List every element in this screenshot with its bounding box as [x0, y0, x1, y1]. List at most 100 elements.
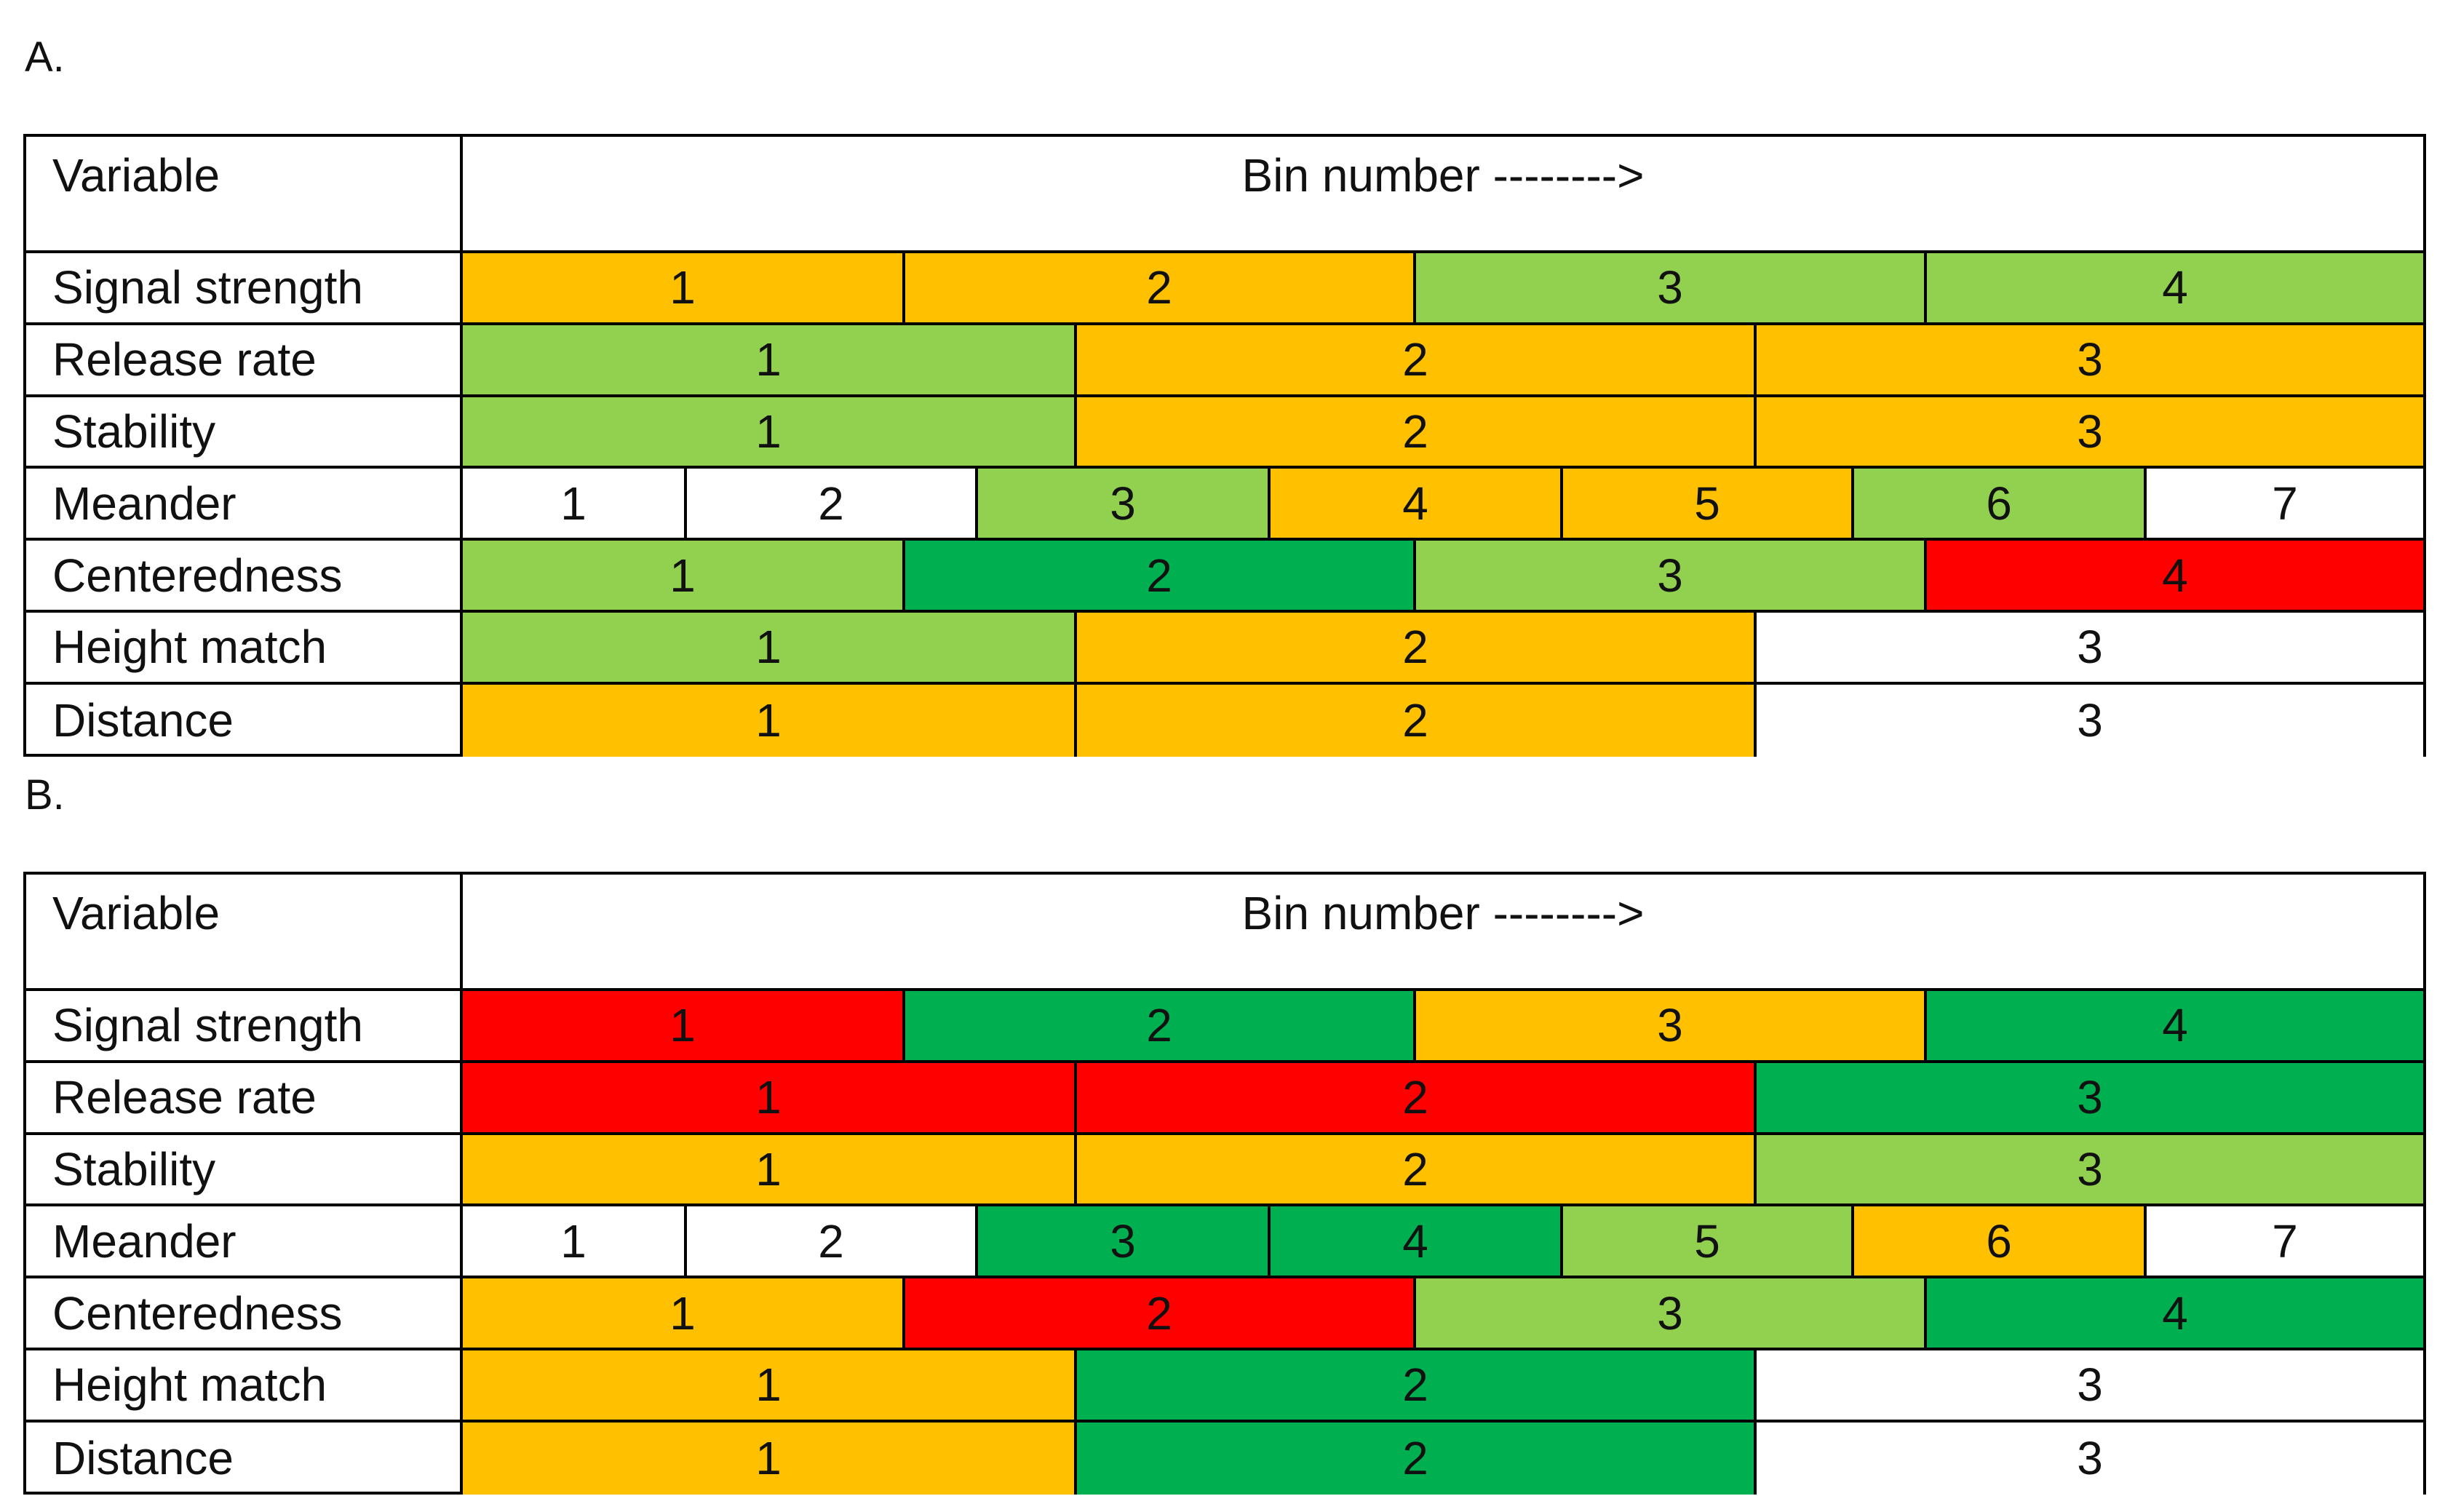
bin-cell: 3 [1754, 1350, 2423, 1420]
bin-cell: 4 [1268, 1206, 1560, 1276]
bin-cell: 2 [902, 1278, 1413, 1348]
bin-cell: 3 [1754, 1134, 2423, 1204]
row-height-match: Height match 1 2 3 [26, 1350, 2423, 1423]
bin-cell: 3 [975, 469, 1268, 538]
bin-cell: 2 [902, 541, 1413, 610]
bin-cell: 2 [1074, 1350, 1754, 1420]
bin-cell: 1 [463, 1206, 684, 1276]
bin-cell: 4 [1924, 991, 2423, 1060]
row-signal-strength: Signal strength 1 2 3 4 [26, 991, 2423, 1063]
bin-cell: 2 [1074, 613, 1754, 682]
variable-label: Centeredness [26, 541, 463, 610]
bin-cell: 2 [902, 253, 1413, 322]
variable-label: Meander [26, 469, 463, 538]
row-height-match: Height match 1 2 3 [26, 613, 2423, 685]
bin-cell: 2 [902, 991, 1413, 1060]
bin-cell: 1 [463, 1062, 1074, 1132]
row-stability: Stability 1 2 3 [26, 397, 2423, 469]
bin-number-header: Bin number --------> [1241, 149, 1645, 202]
bin-cell: 1 [463, 1350, 1074, 1420]
bin-cell: 1 [463, 541, 902, 610]
variable-label: Height match [26, 1350, 463, 1420]
row-meander: Meander 1 2 3 4 5 6 7 [26, 469, 2423, 541]
variable-label: Distance [26, 1422, 463, 1495]
panel-a-table: Variable Bin number --------> Signal str… [23, 134, 2426, 757]
panel-b-label: B. [25, 771, 65, 819]
variable-header: Variable [26, 875, 463, 988]
variable-label: Signal strength [26, 253, 463, 322]
bin-cell: 3 [1754, 1422, 2423, 1495]
variable-label: Stability [26, 397, 463, 466]
bin-cell: 1 [463, 613, 1074, 682]
variable-label: Release rate [26, 325, 463, 394]
variable-label: Distance [26, 684, 463, 757]
row-release-rate: Release rate 1 2 3 [26, 1062, 2423, 1135]
bin-cell: 7 [2144, 469, 2423, 538]
bin-cell: 6 [1851, 1206, 2144, 1276]
row-distance: Distance 1 2 3 [26, 684, 2423, 757]
bin-cell: 3 [1754, 397, 2423, 466]
bin-cell: 3 [1413, 253, 1924, 322]
row-release-rate: Release rate 1 2 3 [26, 325, 2423, 397]
panel-a-label: A. [25, 33, 65, 81]
bin-cell: 1 [463, 684, 1074, 757]
bin-cell: 3 [1413, 541, 1924, 610]
row-stability: Stability 1 2 3 [26, 1134, 2423, 1207]
bin-cell: 3 [1413, 1278, 1924, 1348]
bin-cell: 5 [1560, 469, 1851, 538]
bin-cell: 2 [1074, 1134, 1754, 1204]
bin-cell: 1 [463, 253, 902, 322]
bin-cell: 3 [1754, 684, 2423, 757]
variable-label: Meander [26, 1206, 463, 1276]
bin-cell: 6 [1851, 469, 2144, 538]
bin-cell: 1 [463, 469, 684, 538]
bin-number-header: Bin number --------> [1241, 887, 1645, 939]
variable-header: Variable [26, 137, 463, 250]
variable-label: Centeredness [26, 1278, 463, 1348]
bin-cell: 2 [1074, 1062, 1754, 1132]
bin-cell: 1 [463, 397, 1074, 466]
variable-label: Release rate [26, 1062, 463, 1132]
bin-cell: 2 [1074, 1422, 1754, 1495]
bin-cell: 5 [1560, 1206, 1851, 1276]
bin-cell: 4 [1924, 253, 2423, 322]
variable-label: Stability [26, 1134, 463, 1204]
row-distance: Distance 1 2 3 [26, 1422, 2423, 1495]
bin-cell: 3 [1413, 991, 1924, 1060]
row-centeredness: Centeredness 1 2 3 4 [26, 1278, 2423, 1350]
bin-cell: 1 [463, 325, 1074, 394]
bin-cell: 2 [684, 1206, 975, 1276]
variable-label: Signal strength [26, 991, 463, 1060]
bin-cell: 1 [463, 991, 902, 1060]
bin-cell: 2 [1074, 397, 1754, 466]
row-signal-strength: Signal strength 1 2 3 4 [26, 253, 2423, 325]
variable-label: Height match [26, 613, 463, 682]
row-centeredness: Centeredness 1 2 3 4 [26, 541, 2423, 613]
bin-cell: 1 [463, 1278, 902, 1348]
bin-cell: 4 [1924, 541, 2423, 610]
panel-b-table: Variable Bin number --------> Signal str… [23, 872, 2426, 1495]
bin-cell: 3 [1754, 613, 2423, 682]
bin-cell: 1 [463, 1422, 1074, 1495]
bin-cell: 4 [1924, 1278, 2423, 1348]
bin-cell: 4 [1268, 469, 1560, 538]
header-row: Variable Bin number --------> [26, 137, 2423, 253]
bin-cell: 3 [1754, 325, 2423, 394]
header-row: Variable Bin number --------> [26, 875, 2423, 991]
bin-cell: 3 [975, 1206, 1268, 1276]
bin-cell: 2 [1074, 684, 1754, 757]
bin-cell: 1 [463, 1134, 1074, 1204]
bin-cell: 3 [1754, 1062, 2423, 1132]
